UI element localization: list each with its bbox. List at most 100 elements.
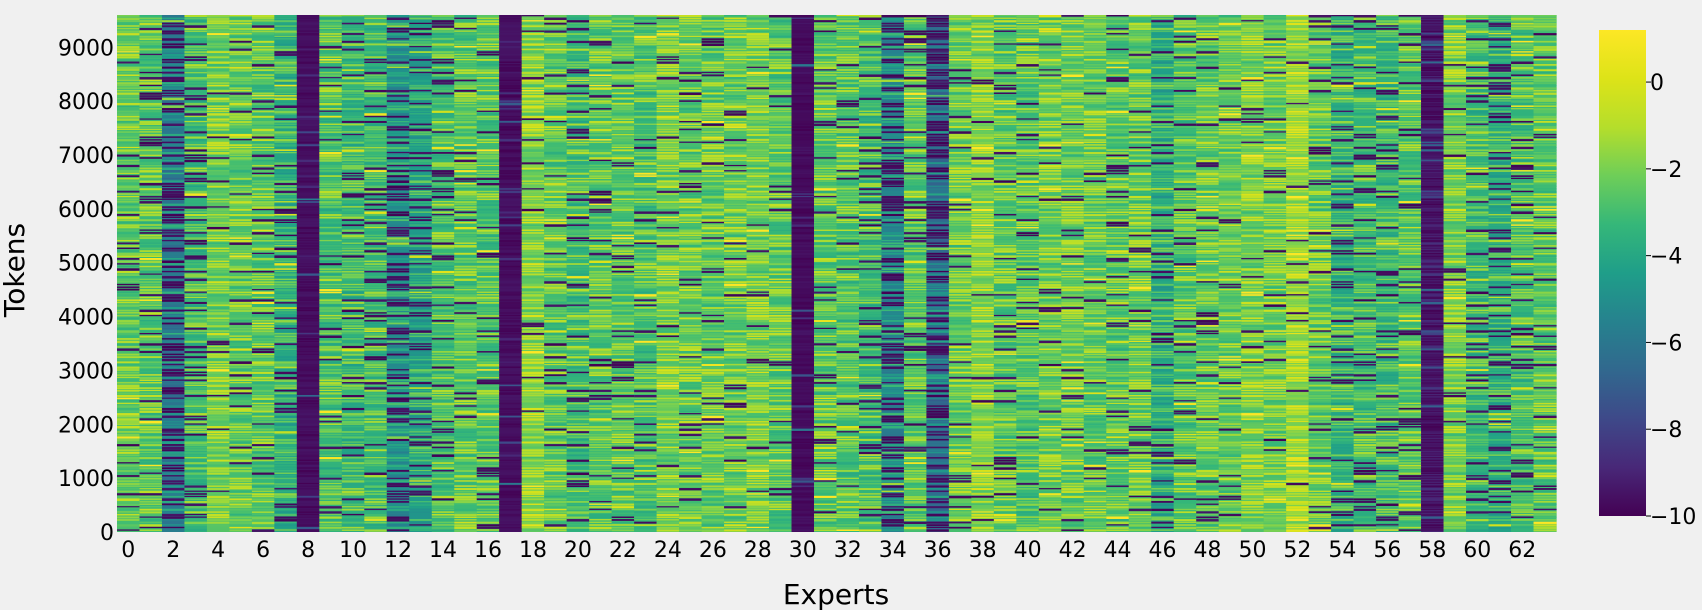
heatmap-cell bbox=[296, 363, 320, 367]
heatmap-cell bbox=[274, 89, 298, 92]
heatmap-cell bbox=[296, 84, 320, 87]
heatmap-cell bbox=[409, 361, 433, 364]
heatmap-cell bbox=[296, 180, 320, 183]
heatmap-cell bbox=[409, 195, 433, 199]
heatmap-cell bbox=[341, 524, 365, 527]
heatmap-cell bbox=[364, 15, 388, 17]
heatmap-cell bbox=[364, 224, 388, 227]
heatmap-cell bbox=[409, 154, 433, 157]
heatmap-cell bbox=[499, 198, 523, 201]
heatmap-cell bbox=[634, 506, 658, 509]
heatmap-cell bbox=[656, 226, 680, 229]
heatmap-cell bbox=[274, 459, 298, 461]
heatmap-cell bbox=[296, 82, 320, 85]
heatmap-cell bbox=[431, 503, 455, 506]
heatmap-cell bbox=[251, 237, 275, 239]
heatmap-cell bbox=[161, 221, 186, 224]
heatmap-cell bbox=[386, 100, 410, 102]
heatmap-cell bbox=[611, 97, 635, 100]
heatmap-cell bbox=[229, 84, 253, 88]
heatmap-cell bbox=[589, 105, 613, 108]
heatmap-cell bbox=[566, 361, 590, 364]
heatmap-cell bbox=[341, 71, 365, 74]
heatmap-cell bbox=[319, 340, 343, 343]
heatmap-cell bbox=[341, 498, 365, 501]
heatmap-cell bbox=[161, 38, 186, 41]
heatmap-cell bbox=[206, 289, 231, 291]
heatmap-cell bbox=[319, 420, 343, 423]
heatmap-cell bbox=[454, 446, 478, 449]
heatmap-cell bbox=[386, 203, 410, 206]
heatmap-cell bbox=[364, 312, 388, 314]
heatmap-cell bbox=[161, 348, 186, 351]
heatmap-cell bbox=[117, 477, 141, 480]
heatmap-cell bbox=[341, 211, 365, 213]
heatmap-cell bbox=[409, 374, 433, 377]
heatmap-cell bbox=[476, 493, 500, 496]
heatmap-cell bbox=[454, 345, 478, 349]
heatmap-cell bbox=[566, 371, 590, 374]
heatmap-cell bbox=[476, 513, 500, 516]
heatmap-cell bbox=[589, 265, 613, 268]
heatmap-cell bbox=[634, 193, 658, 196]
heatmap-cell bbox=[544, 506, 568, 508]
heatmap-cell bbox=[656, 257, 680, 261]
heatmap-cell bbox=[274, 35, 298, 37]
heatmap-cell bbox=[341, 309, 365, 313]
heatmap-cell bbox=[251, 219, 275, 222]
heatmap-cell bbox=[341, 40, 365, 43]
heatmap-cell bbox=[184, 469, 208, 473]
heatmap-cell bbox=[544, 105, 568, 108]
heatmap-cell bbox=[341, 457, 365, 459]
heatmap-cell bbox=[521, 480, 545, 483]
heatmap-cell bbox=[589, 276, 613, 278]
heatmap-cell bbox=[184, 415, 208, 418]
heatmap-cell bbox=[634, 289, 658, 291]
heatmap-cell bbox=[117, 33, 141, 36]
heatmap-cell bbox=[454, 154, 478, 157]
heatmap-cell bbox=[341, 123, 365, 126]
heatmap-cell bbox=[499, 17, 523, 20]
heatmap-cell bbox=[476, 77, 500, 79]
heatmap-cell bbox=[364, 338, 388, 340]
heatmap-cell bbox=[139, 79, 163, 82]
heatmap-cell bbox=[274, 457, 298, 459]
heatmap-cell bbox=[634, 472, 658, 475]
heatmap-cell bbox=[409, 237, 433, 240]
heatmap-cell bbox=[251, 392, 275, 395]
heatmap-cell bbox=[521, 338, 545, 340]
heatmap-cell bbox=[589, 392, 613, 394]
heatmap-cell bbox=[521, 482, 545, 485]
heatmap-cell bbox=[431, 462, 455, 464]
heatmap-cell bbox=[139, 312, 163, 315]
heatmap-cell bbox=[476, 33, 500, 35]
heatmap-cell bbox=[206, 71, 231, 74]
heatmap-cell bbox=[319, 345, 343, 349]
heatmap-cell bbox=[341, 441, 365, 443]
heatmap-cell bbox=[521, 431, 545, 434]
heatmap-column-expert-13 bbox=[409, 15, 433, 532]
heatmap-cell bbox=[634, 343, 658, 346]
heatmap-cell bbox=[521, 257, 545, 260]
heatmap-cell bbox=[544, 335, 568, 338]
heatmap-cell bbox=[229, 521, 253, 525]
heatmap-cell bbox=[341, 245, 365, 248]
heatmap-cell bbox=[611, 175, 635, 177]
heatmap-cell bbox=[454, 358, 478, 361]
heatmap-cell bbox=[229, 268, 253, 271]
heatmap-cell bbox=[296, 193, 320, 196]
heatmap-cell bbox=[544, 438, 568, 442]
heatmap-cell bbox=[611, 214, 635, 216]
heatmap-cell bbox=[476, 356, 500, 358]
heatmap-cell bbox=[611, 488, 635, 491]
heatmap-cell bbox=[656, 118, 680, 120]
heatmap-cell bbox=[251, 405, 275, 408]
heatmap-cell bbox=[431, 374, 455, 377]
heatmap-cell bbox=[251, 247, 275, 251]
heatmap-cell bbox=[386, 289, 410, 291]
heatmap-cell bbox=[499, 92, 523, 94]
heatmap-cell bbox=[544, 82, 568, 85]
heatmap-cell bbox=[409, 167, 433, 170]
heatmap-cell bbox=[139, 485, 163, 487]
heatmap-cell bbox=[544, 356, 568, 359]
